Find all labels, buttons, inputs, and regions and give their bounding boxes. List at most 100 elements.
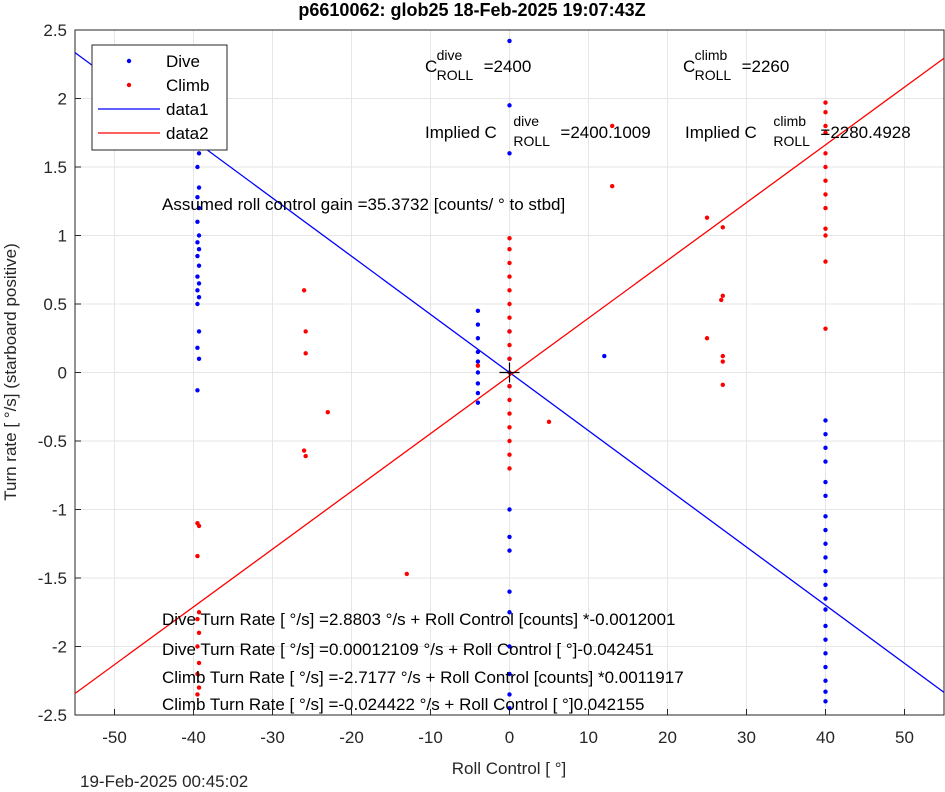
annotation-sub: ROLL <box>773 133 810 149</box>
data-point <box>507 301 512 307</box>
y-tick-label: -0.5 <box>38 432 67 451</box>
data-point <box>195 671 200 677</box>
data-point <box>507 671 512 677</box>
data-point <box>823 100 828 105</box>
data-point <box>823 226 828 231</box>
data-point <box>546 419 552 425</box>
data-point <box>195 253 200 259</box>
data-point <box>507 411 512 416</box>
data-point <box>475 390 481 396</box>
data-point <box>196 151 202 156</box>
data-point <box>196 610 202 615</box>
annotation: Assumed roll control gain =35.3732 [coun… <box>162 195 565 214</box>
data-point <box>823 596 828 601</box>
data-point <box>602 353 607 359</box>
annotation-rest: =2400.1009 <box>560 123 650 142</box>
data-point <box>303 329 308 334</box>
annotation-sup: dive <box>513 113 539 129</box>
data-point <box>507 274 512 279</box>
y-tick-label: -2.5 <box>38 706 67 725</box>
data-point <box>507 534 512 540</box>
data-point <box>823 192 828 197</box>
data-point <box>823 568 828 574</box>
x-tick-label: 20 <box>658 728 677 747</box>
data-point <box>507 397 512 403</box>
annotation-rest: =2400 <box>484 57 532 76</box>
data-point <box>823 259 828 264</box>
data-point <box>475 381 481 386</box>
data-point <box>195 194 200 200</box>
y-tick-label: 1 <box>58 227 67 246</box>
y-tick-label: 1.5 <box>43 158 67 177</box>
data-point <box>823 178 828 183</box>
data-point <box>196 356 202 361</box>
data-point <box>195 240 200 245</box>
annotation: Implied C <box>685 123 757 142</box>
x-tick-label: -10 <box>418 728 443 747</box>
data-point <box>404 571 409 577</box>
annotation: Climb Turn Rate [ °/s] =-0.024422 °/s + … <box>162 695 644 714</box>
data-point <box>196 247 202 252</box>
data-point <box>195 644 200 649</box>
data-point <box>195 164 200 170</box>
annotation: Dive Turn Rate [ °/s] =0.00012109 °/s + … <box>162 640 654 659</box>
data-point <box>195 388 200 393</box>
data-point <box>196 294 202 300</box>
data-point <box>195 219 200 224</box>
data-point <box>823 582 828 588</box>
data-point <box>195 616 200 622</box>
data-point <box>823 493 828 498</box>
data-point <box>507 548 512 553</box>
data-point <box>507 260 512 266</box>
data-point <box>704 215 710 220</box>
data-point <box>303 351 308 356</box>
data-point <box>507 705 512 711</box>
data-point <box>195 301 200 307</box>
data-point <box>823 123 828 129</box>
data-point <box>475 359 481 364</box>
data-point <box>507 329 512 334</box>
data-point <box>196 685 202 690</box>
data-point <box>507 288 512 293</box>
annotation: Dive Turn Rate [ °/s] =2.8803 °/s + Roll… <box>162 610 676 629</box>
data-point <box>719 297 724 303</box>
data-point <box>507 342 512 348</box>
y-tick-label: 2.5 <box>43 21 67 40</box>
data-point <box>610 123 615 129</box>
data-point <box>823 151 828 156</box>
data-point <box>610 183 615 189</box>
data-point <box>507 103 512 108</box>
data-point <box>507 452 512 457</box>
data-point <box>507 247 512 252</box>
x-tick-label: 10 <box>579 728 598 747</box>
data-point <box>823 689 828 694</box>
x-tick-label: 50 <box>895 728 914 747</box>
data-point <box>823 479 828 485</box>
data-point <box>823 607 828 612</box>
data-point <box>823 651 828 656</box>
annotation-sup: dive <box>437 47 463 63</box>
annotation-rest: =2280.4928 <box>820 123 910 142</box>
data-point <box>823 130 828 135</box>
data-point <box>303 453 308 459</box>
data-point <box>196 329 202 334</box>
plot-frame <box>74 29 945 716</box>
legend-swatch <box>126 82 132 88</box>
data-point <box>507 507 512 512</box>
data-point <box>475 400 481 405</box>
data-point <box>823 637 828 642</box>
legend-label: data2 <box>166 124 209 143</box>
data-point <box>507 692 512 697</box>
x-axis-label: Roll Control [ °] <box>452 759 567 778</box>
data-point <box>823 459 828 464</box>
annotation: Implied C <box>425 123 497 142</box>
data-point <box>475 322 481 327</box>
footer-timestamp: 19-Feb-2025 00:45:02 <box>80 772 248 791</box>
data-point <box>507 438 512 444</box>
data-point <box>196 281 202 286</box>
data-point <box>507 384 512 389</box>
data-point <box>823 205 828 211</box>
annotation-rest: =2260 <box>742 57 790 76</box>
data-point <box>507 236 512 241</box>
y-tick-label: 0 <box>58 364 67 383</box>
